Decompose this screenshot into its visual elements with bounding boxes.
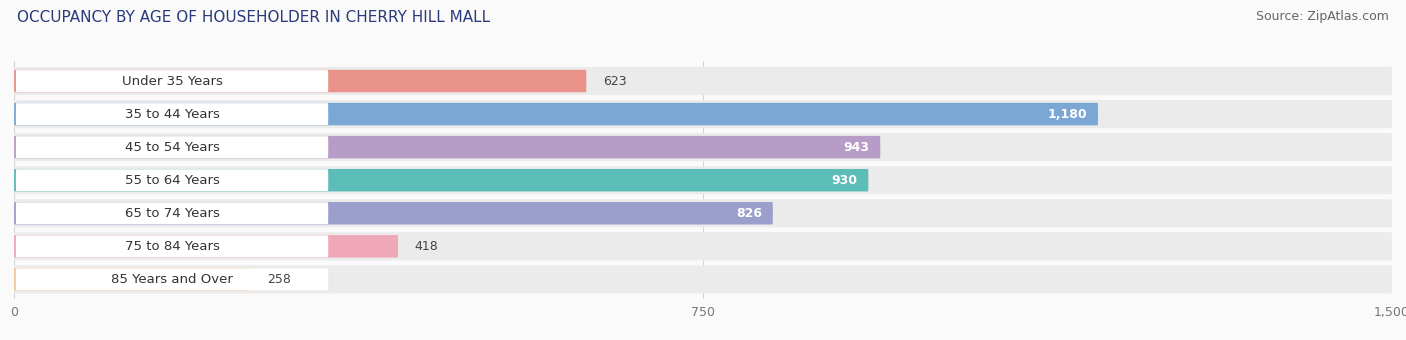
Text: 85 Years and Over: 85 Years and Over (111, 273, 233, 286)
Text: 75 to 84 Years: 75 to 84 Years (125, 240, 219, 253)
FancyBboxPatch shape (14, 232, 1392, 260)
Text: Source: ZipAtlas.com: Source: ZipAtlas.com (1256, 10, 1389, 23)
Text: 826: 826 (735, 207, 762, 220)
Text: 623: 623 (603, 74, 627, 87)
FancyBboxPatch shape (14, 70, 586, 92)
FancyBboxPatch shape (14, 136, 880, 158)
Text: 930: 930 (831, 174, 858, 187)
Text: Under 35 Years: Under 35 Years (122, 74, 222, 87)
FancyBboxPatch shape (15, 169, 328, 191)
Text: 258: 258 (267, 273, 291, 286)
Text: 1,180: 1,180 (1047, 107, 1087, 121)
FancyBboxPatch shape (14, 100, 1392, 128)
FancyBboxPatch shape (14, 103, 1098, 125)
FancyBboxPatch shape (14, 169, 869, 191)
Text: 418: 418 (415, 240, 439, 253)
FancyBboxPatch shape (14, 202, 773, 224)
FancyBboxPatch shape (14, 199, 1392, 227)
FancyBboxPatch shape (14, 265, 1392, 293)
FancyBboxPatch shape (14, 235, 398, 258)
FancyBboxPatch shape (14, 67, 1392, 95)
Text: 943: 943 (844, 141, 869, 154)
FancyBboxPatch shape (15, 235, 328, 257)
FancyBboxPatch shape (14, 133, 1392, 161)
Text: 65 to 74 Years: 65 to 74 Years (125, 207, 219, 220)
Text: 55 to 64 Years: 55 to 64 Years (125, 174, 219, 187)
FancyBboxPatch shape (15, 202, 328, 224)
Text: 35 to 44 Years: 35 to 44 Years (125, 107, 219, 121)
FancyBboxPatch shape (15, 103, 328, 125)
FancyBboxPatch shape (14, 268, 252, 291)
FancyBboxPatch shape (15, 70, 328, 92)
Text: 45 to 54 Years: 45 to 54 Years (125, 141, 219, 154)
FancyBboxPatch shape (15, 268, 328, 290)
FancyBboxPatch shape (14, 166, 1392, 194)
FancyBboxPatch shape (15, 136, 328, 158)
Text: OCCUPANCY BY AGE OF HOUSEHOLDER IN CHERRY HILL MALL: OCCUPANCY BY AGE OF HOUSEHOLDER IN CHERR… (17, 10, 491, 25)
